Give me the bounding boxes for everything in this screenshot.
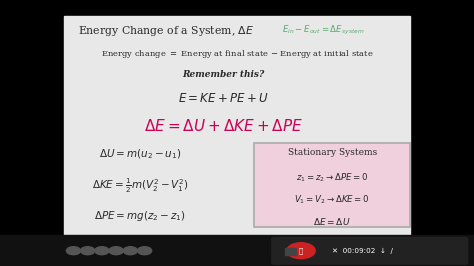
Text: $\Delta U = m(u_2 - u_1)$: $\Delta U = m(u_2 - u_1)$: [99, 148, 182, 161]
Text: ⏸: ⏸: [299, 247, 303, 254]
Circle shape: [137, 247, 152, 255]
Text: $\Delta KE = \frac{1}{2}m(V_2^2 - V_1^2)$: $\Delta KE = \frac{1}{2}m(V_2^2 - V_1^2)…: [92, 176, 189, 195]
Text: Stationary Systems: Stationary Systems: [288, 148, 377, 157]
Text: $\Delta E = \Delta U + \Delta KE + \Delta PE$: $\Delta E = \Delta U + \Delta KE + \Delt…: [144, 118, 303, 134]
Circle shape: [66, 247, 81, 255]
Circle shape: [81, 247, 95, 255]
Text: $z_1 = z_2 \rightarrow \Delta PE = 0$: $z_1 = z_2 \rightarrow \Delta PE = 0$: [296, 172, 368, 184]
Text: $\Delta E = \Delta U$: $\Delta E = \Delta U$: [313, 216, 351, 227]
Text: $E_{in} - E_{out} = \Delta E_{system}$: $E_{in} - E_{out} = \Delta E_{system}$: [282, 24, 365, 37]
FancyBboxPatch shape: [271, 237, 468, 265]
Text: $E = KE + PE + U$: $E = KE + PE + U$: [178, 92, 268, 105]
Text: Remember this?: Remember this?: [182, 70, 264, 79]
Bar: [64, 16, 410, 235]
Circle shape: [95, 247, 109, 255]
Circle shape: [287, 243, 315, 259]
Text: Energy Change of a System, $\Delta E$: Energy Change of a System, $\Delta E$: [78, 24, 254, 38]
Bar: [254, 143, 410, 227]
Bar: [285, 247, 296, 255]
Circle shape: [109, 247, 123, 255]
Text: Energy change $=$ Energy at final state $-$ Energy at initial state: Energy change $=$ Energy at final state …: [100, 48, 374, 60]
Text: $V_1 = V_2 \rightarrow \Delta KE = 0$: $V_1 = V_2 \rightarrow \Delta KE = 0$: [294, 194, 370, 206]
Bar: [0, 235, 474, 266]
Circle shape: [123, 247, 137, 255]
Text: $\Delta PE = mg(z_2 - z_1)$: $\Delta PE = mg(z_2 - z_1)$: [94, 209, 186, 223]
Text: ✕  00:09:02  ↓  /: ✕ 00:09:02 ↓ /: [332, 248, 393, 254]
